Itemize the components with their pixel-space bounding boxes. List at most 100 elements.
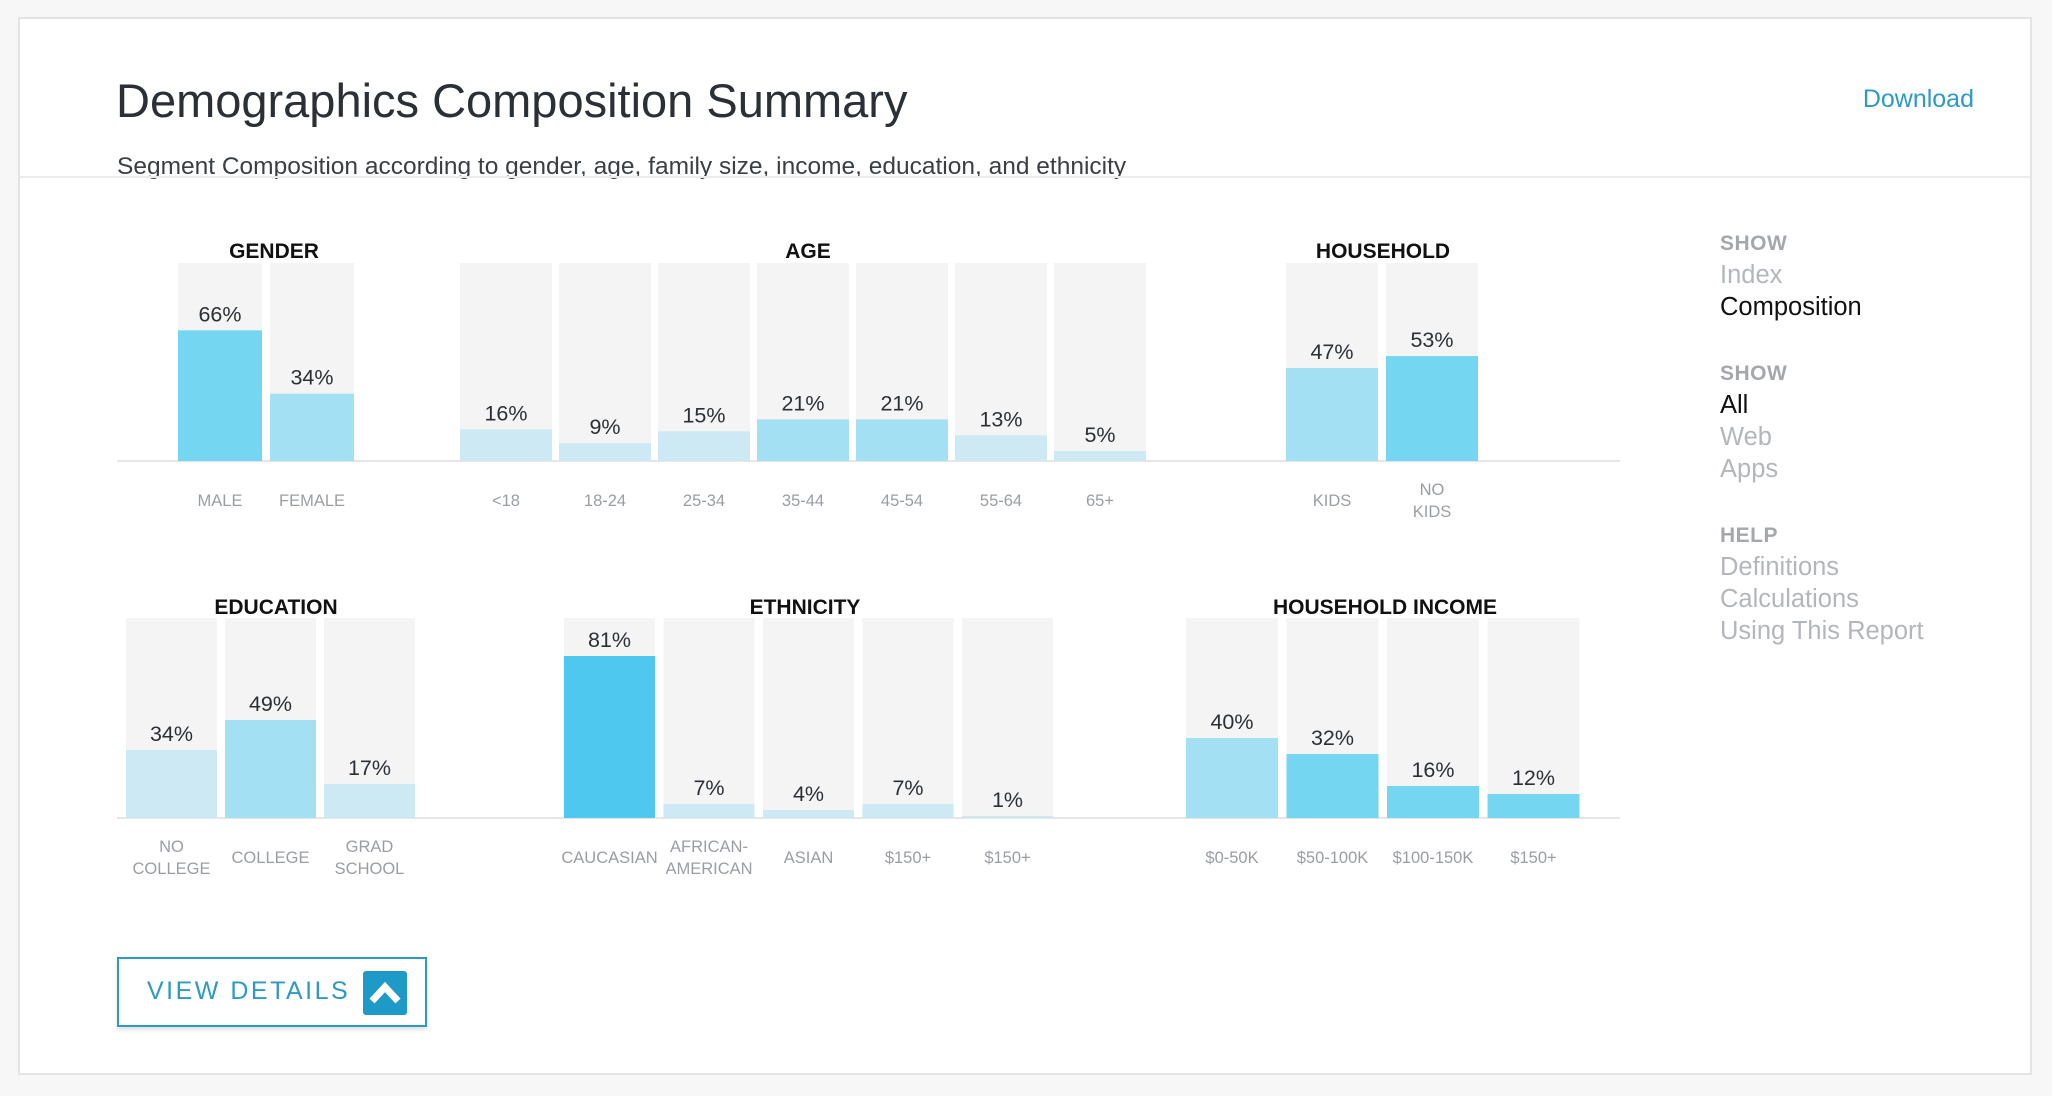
category-label-household-income-3: $100-150K [1393,849,1474,867]
option-composition[interactable]: Composition [1720,293,1862,321]
category-label-age-4: 35-44 [782,492,824,510]
chart-title-household: HOUSEHOLD [1316,240,1450,263]
bar-track-age-6 [955,263,1047,461]
bar-ethnicity-5 [962,816,1053,818]
value-label-age-4: 21% [781,391,824,415]
value-label-gender-2: 34% [290,366,333,390]
value-label-gender-1: 66% [198,302,241,326]
bar-track-ethnicity-2 [663,618,755,818]
bar-household-income-1 [1186,738,1278,818]
bar-track-household-income-4 [1487,618,1580,818]
option-all[interactable]: All [1720,391,1749,419]
bar-track-age-2 [559,263,651,461]
bar-ethnicity-1 [564,656,655,818]
category-label-gender-2: FEMALE [279,492,345,510]
category-label-household-2: NO KIDS [1413,481,1452,521]
category-label-household-income-1: $0-50K [1205,849,1258,867]
category-label-household-1: KIDS [1313,492,1352,510]
category-label-age-2: 18-24 [584,492,626,510]
bar-ethnicity-3 [763,810,854,818]
value-label-household-1: 47% [1310,340,1353,364]
value-label-education-2: 49% [249,692,292,716]
chart-title-gender: GENDER [229,240,319,263]
view-details-button[interactable]: VIEW DETAILS [117,957,427,1027]
value-label-ethnicity-3: 4% [793,782,824,806]
show-heading: SHOW [1720,232,1788,255]
category-label-ethnicity-4: $150+ [885,849,931,867]
bar-household-income-4 [1487,794,1580,818]
show-platform-heading: SHOW [1720,362,1788,385]
value-label-household-income-3: 16% [1411,758,1454,782]
bar-household-income-2 [1286,754,1379,818]
demographic-charts: GENDER 66% MALE 34% FEMALE AGE 16% <18 9% 18-24 15… [117,240,1620,878]
bar-education-1 [126,750,217,818]
value-label-ethnicity-1: 81% [588,628,631,652]
option-apps[interactable]: Apps [1720,455,1779,483]
chart-title-age: AGE [785,240,831,263]
bar-age-2 [559,443,651,461]
page-subtitle: Segment Composition according to gender,… [117,153,1127,180]
bar-track-household-income-3 [1387,618,1479,818]
value-label-ethnicity-5: 1% [992,788,1023,812]
value-label-age-3: 15% [682,403,725,427]
option-web[interactable]: Web [1720,423,1772,451]
category-label-education-1: NO COLLEGE [133,838,211,878]
view-details-label: VIEW DETAILS [147,977,351,1005]
category-label-age-7: 65+ [1086,492,1114,510]
chevron-up-icon [363,971,407,1015]
bar-track-age-1 [460,263,552,461]
option-index[interactable]: Index [1720,261,1783,289]
download-link[interactable]: Download [1862,85,1974,113]
bar-age-4 [757,419,849,461]
value-label-household-2: 53% [1410,328,1453,352]
page-title: Demographics Composition Summary [116,74,908,127]
value-label-household-income-4: 12% [1512,766,1555,790]
bar-education-2 [225,720,316,818]
value-label-education-3: 17% [348,756,391,780]
value-label-age-2: 9% [589,415,620,439]
category-label-household-income-4: $150+ [1510,849,1556,867]
bar-household-income-3 [1387,786,1479,818]
value-label-age-7: 5% [1084,423,1115,447]
chart-title-ethnicity: ETHNICITY [750,596,861,619]
help-heading: HELP [1720,524,1779,547]
category-label-ethnicity-1: CAUCASIAN [561,849,657,867]
sidebar: SHOW Index Composition SHOW All Web Apps… [1720,229,2010,647]
category-label-age-1: <18 [492,492,520,510]
bar-track-age-3 [658,263,750,461]
category-label-age-6: 55-64 [980,492,1022,510]
help-using-report-link[interactable]: Using This Report [1720,617,1924,645]
bar-ethnicity-2 [663,804,755,818]
bar-ethnicity-4 [862,804,954,818]
bar-age-5 [856,419,948,461]
category-label-ethnicity-5: $150+ [984,849,1030,867]
category-label-household-income-2: $50-100K [1297,849,1369,867]
category-label-age-3: 25-34 [683,492,725,510]
bar-track-ethnicity-5 [962,618,1053,818]
value-label-household-income-1: 40% [1210,710,1253,734]
value-label-ethnicity-2: 7% [693,776,724,800]
header-divider [20,176,2030,178]
value-label-household-income-2: 32% [1311,726,1354,750]
value-label-age-6: 13% [979,407,1022,431]
category-label-education-3: GRAD SCHOOL [335,838,405,878]
bar-track-ethnicity-4 [862,618,954,818]
summary-card: Demographics Composition Summary Segment… [18,17,2032,1075]
value-label-age-1: 16% [484,401,527,425]
bar-household-1 [1286,367,1378,461]
bar-age-7 [1054,451,1146,461]
bar-gender-1 [178,330,262,461]
value-label-ethnicity-4: 7% [892,776,923,800]
bar-track-age-7 [1054,263,1146,461]
category-label-education-2: COLLEGE [232,849,310,867]
bar-gender-2 [270,393,354,461]
value-label-age-5: 21% [880,391,923,415]
value-label-education-1: 34% [150,722,193,746]
help-definitions-link[interactable]: Definitions [1720,553,1840,581]
help-calculations-link[interactable]: Calculations [1720,585,1859,613]
bar-track-ethnicity-3 [763,618,854,818]
bar-age-1 [460,429,552,461]
chart-title-household-income: HOUSEHOLD INCOME [1273,596,1497,619]
bar-education-3 [324,784,415,818]
bar-age-6 [955,435,1047,461]
